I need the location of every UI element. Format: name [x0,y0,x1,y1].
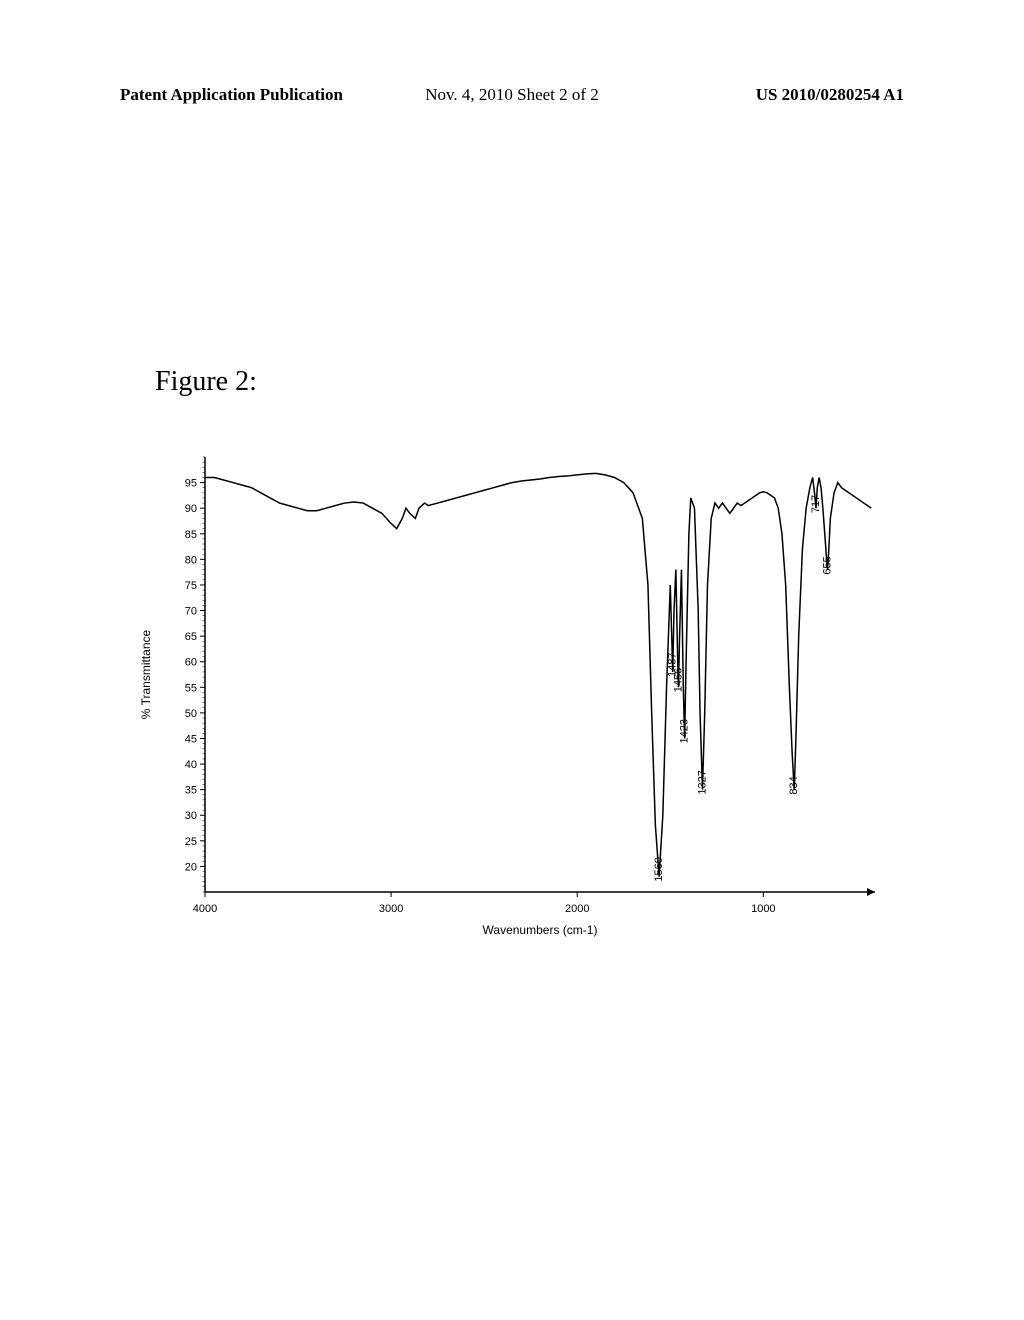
svg-text:1560: 1560 [653,857,665,881]
svg-text:1327: 1327 [696,770,708,794]
svg-text:20: 20 [185,861,197,873]
svg-text:65: 65 [185,631,197,643]
svg-text:55: 55 [185,682,197,694]
header-publication: Patent Application Publication [120,85,343,105]
svg-text:655: 655 [822,556,834,574]
svg-text:60: 60 [185,657,197,669]
svg-text:1000: 1000 [751,903,775,915]
svg-text:1456: 1456 [672,668,684,692]
svg-text:80: 80 [185,554,197,566]
header-patent-number: US 2010/0280254 A1 [756,85,904,105]
svg-text:45: 45 [185,733,197,745]
svg-text:717: 717 [810,495,822,513]
svg-text:% Transmittance: % Transmittance [139,629,153,719]
svg-text:1423: 1423 [679,719,691,743]
svg-text:4000: 4000 [193,903,217,915]
svg-text:834: 834 [788,776,800,794]
svg-text:2000: 2000 [565,903,589,915]
svg-text:Wavenumbers (cm-1): Wavenumbers (cm-1) [483,923,598,937]
svg-text:90: 90 [185,503,197,515]
chart-svg: 20 25 30 35 40 45 50 55 60 65 70 75 80 85 90 95 4000 3000… [130,447,890,947]
ir-spectrum-chart: 20 25 30 35 40 45 50 55 60 65 70 75 80 85 90 95 4000 3000… [130,447,890,947]
svg-text:75: 75 [185,580,197,592]
svg-text:35: 35 [185,785,197,797]
header-date-sheet: Nov. 4, 2010 Sheet 2 of 2 [425,85,599,105]
svg-text:30: 30 [185,810,197,822]
svg-text:50: 50 [185,708,197,720]
page-header: Patent Application Publication Nov. 4, 2… [0,85,1024,105]
svg-text:95: 95 [185,478,197,490]
svg-text:3000: 3000 [379,903,403,915]
svg-text:25: 25 [185,836,197,848]
svg-text:70: 70 [185,606,197,618]
svg-text:40: 40 [185,759,197,771]
svg-text:85: 85 [185,529,197,541]
figure-title: Figure 2: [155,366,257,398]
